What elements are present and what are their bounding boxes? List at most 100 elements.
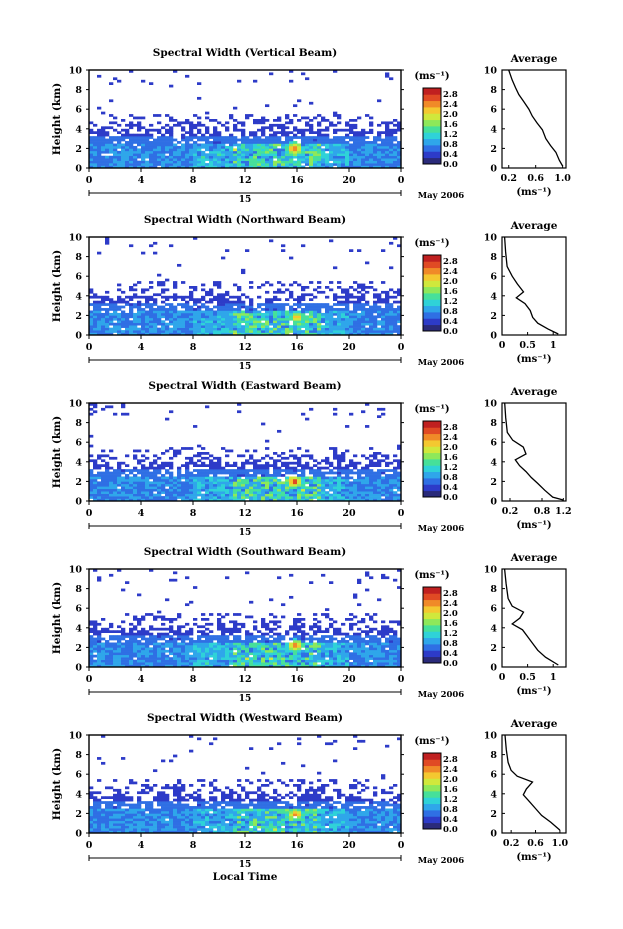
heatmap-cell [369,459,374,463]
heatmap-cell [337,143,342,147]
heatmap-cell [381,493,386,497]
heatmap-cell [321,163,326,166]
heatmap-cell [357,136,362,139]
heatmap-cell [153,293,158,297]
heatmap-cell [277,498,282,502]
heatmap-cell [369,141,374,144]
heatmap-cell [397,325,402,328]
heatmap-cell [269,310,274,314]
heatmap-cell [397,312,402,316]
y-axis-label: Height (km) [51,416,63,488]
heatmap-cell [377,474,382,477]
heatmap-cell [281,327,286,331]
heatmap-cell [357,474,362,477]
heatmap-cell [337,493,342,497]
heatmap-cell [285,486,290,490]
heatmap-cell [241,649,246,653]
heatmap-cell [181,483,186,487]
heatmap-cell [217,322,222,326]
heatmap-cell [357,496,362,499]
heatmap-cell [221,632,226,636]
heatmap-cell [213,652,218,656]
heatmap-cell [261,632,266,636]
heatmap-cell [213,471,218,475]
heatmap-cell [305,293,310,297]
heatmap-cell [313,288,318,292]
heatmap-cell [117,625,122,629]
heatmap-cell [309,637,314,641]
heatmap-cell [141,145,146,149]
heatmap-cell [233,471,238,475]
heatmap-cell [301,622,306,626]
heatmap-cell [225,449,230,453]
heatmap-cell [345,133,350,137]
heatmap-cell [193,425,198,428]
heatmap-cell [153,160,158,164]
heatmap-cell [221,155,226,159]
heatmap-cell [305,649,310,653]
heatmap-cell [117,488,122,492]
date-label: May 2006 [418,191,465,201]
heatmap-cell [101,148,106,152]
heatmap-cell [301,478,306,482]
heatmap-cell [329,143,334,147]
heatmap-cell [341,165,346,169]
heatmap-cell [321,498,326,502]
heatmap-cell [217,459,222,463]
heatmap-cell [93,327,98,331]
heatmap-cell [293,498,298,502]
heatmap-cell [337,644,342,648]
heatmap-cell [213,150,218,154]
heatmap-cell [109,155,114,159]
heatmap-cell [397,447,402,450]
heatmap-cell [397,317,402,321]
heatmap-cell [165,114,170,117]
heatmap-cell [281,153,286,157]
colorbar-swatch [423,318,441,326]
heatmap-cell [261,315,266,319]
heatmap-cell [101,133,106,137]
heatmap-cell [185,498,190,502]
heatmap-cell [89,657,94,660]
colorbar-tick-label: 2.8 [443,257,458,267]
heatmap-cell [193,649,198,653]
heatmap-cell [313,303,318,306]
heatmap-cell [165,483,170,487]
heatmap-cell [369,308,374,311]
heatmap-cell [189,447,194,450]
heatmap-cell [253,471,258,475]
heatmap-cell [297,481,302,485]
heatmap-cell [389,481,394,485]
heatmap-cell [249,469,254,472]
heatmap-cell [241,491,246,494]
heatmap-cell [237,143,242,147]
heatmap-cell [377,305,382,309]
heatmap-cell [157,155,162,159]
heatmap-cell [181,303,186,306]
heatmap-cell [277,471,282,475]
heatmap-cell [145,155,150,159]
heatmap-cell [277,305,282,309]
heatmap-cell [393,471,398,475]
heatmap-cell [109,644,114,648]
heatmap-cell [145,632,150,636]
heatmap-cell [177,632,182,636]
heatmap-cell [177,153,182,157]
heatmap-cell [217,138,222,142]
heatmap-cell [357,486,362,490]
heatmap-cell [97,498,102,502]
heatmap-cell [237,325,242,328]
heatmap-cell [325,155,330,159]
heatmap-cell [273,664,278,668]
heatmap-cell [121,493,126,497]
heatmap-cell [149,332,154,336]
colorbar-tick-label: 1.2 [443,297,458,307]
heatmap-cell [237,288,242,292]
heatmap-cell [181,158,186,161]
heatmap-cell [353,141,358,144]
heatmap-cell [185,143,190,147]
heatmap-cell [249,491,254,494]
heatmap-cell [217,133,222,137]
heatmap-cell [189,310,194,314]
heatmap-cell [221,647,226,651]
